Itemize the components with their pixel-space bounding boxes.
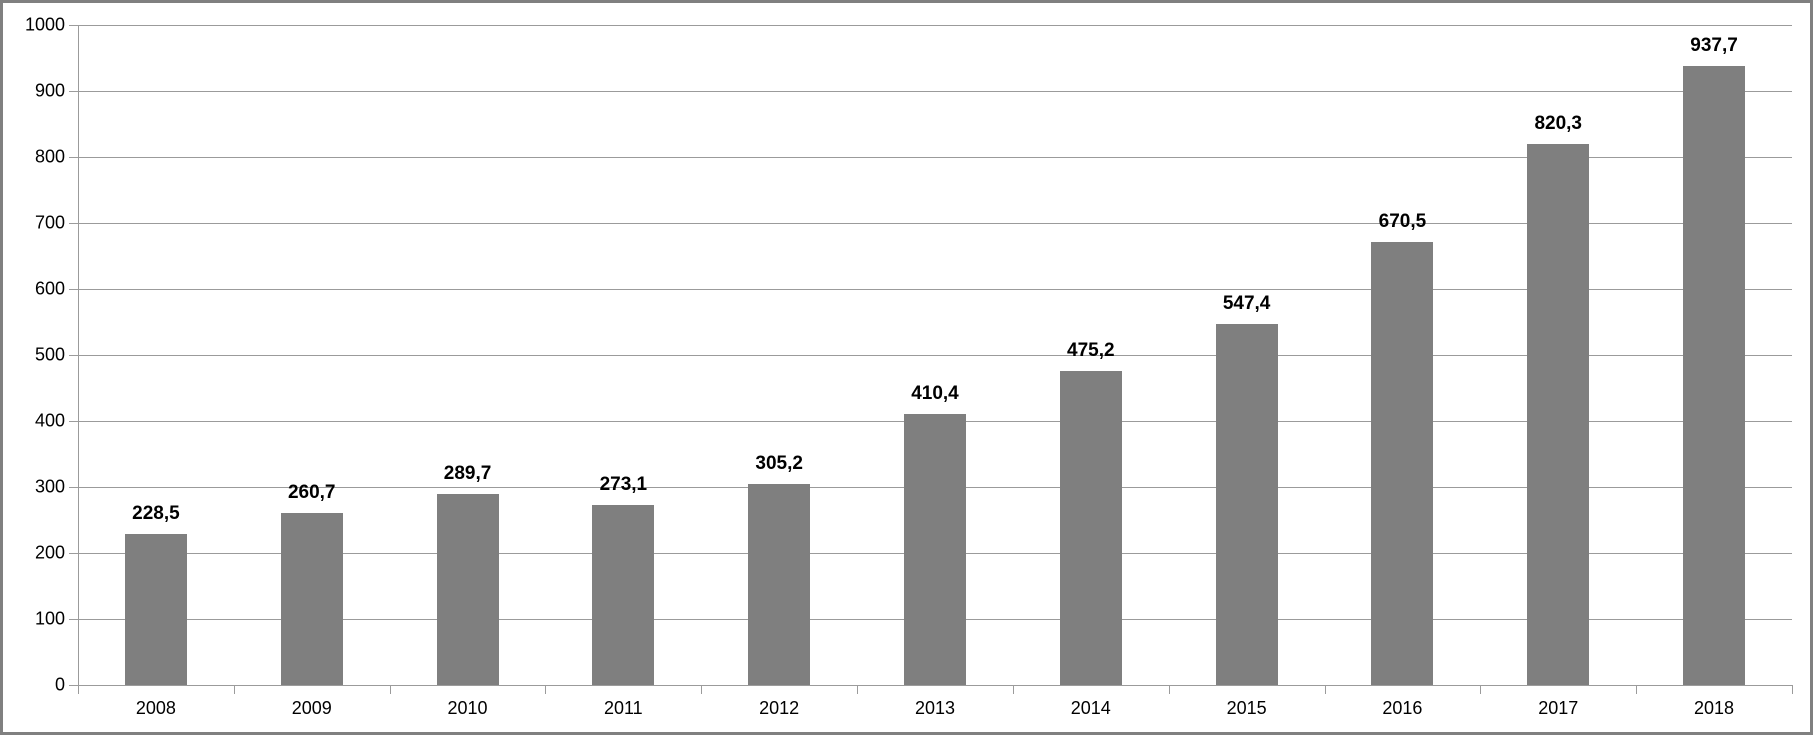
y-axis-label-0: 0 (54, 674, 65, 695)
y-axis-label-1000: 1000 (24, 14, 65, 35)
bar-slot-2008: 228,5 (78, 25, 234, 685)
bar-2012 (748, 483, 811, 685)
y-tick-400 (69, 421, 78, 422)
x-axis-label-2018: 2018 (1694, 698, 1735, 718)
bar-slot-2016: 670,5 (1325, 25, 1481, 685)
x-axis-label-2009: 2009 (291, 698, 332, 718)
gridline-500 (78, 355, 1792, 356)
bar-value-label-2018: 937,7 (1690, 35, 1738, 57)
x-tick-6 (1012, 685, 1014, 694)
y-axis-label-200: 200 (34, 542, 65, 563)
x-axis-label-2013: 2013 (914, 698, 955, 718)
bar-slot-2017: 820,3 (1480, 25, 1636, 685)
y-axis-labels: 0 100 200 300 400 500 600 700 800 900 1000 (3, 15, 65, 695)
bar-slot-2013: 410,4 (857, 25, 1013, 685)
y-axis-label-100: 100 (34, 608, 65, 629)
y-tick-800 (69, 157, 78, 158)
x-axis-label-2011: 2011 (603, 698, 643, 718)
x-tick-2 (389, 685, 391, 694)
x-axis-label-2017: 2017 (1538, 698, 1579, 718)
x-tick-9 (1480, 685, 1482, 694)
gridline-900 (78, 91, 1792, 92)
x-tick-4 (701, 685, 703, 694)
gridline-700 (78, 223, 1792, 224)
x-axis-label-2010: 2010 (447, 698, 488, 718)
bar-2014 (1059, 371, 1122, 685)
bar-value-label-2008: 228,5 (132, 503, 180, 525)
bar-slot-2012: 305,2 (701, 25, 857, 685)
x-axis-labels: 2008 2009 2010 2011 2012 2013 2014 2015 2016 2017… (78, 698, 1792, 719)
bar-value-label-2010: 289,7 (443, 462, 492, 484)
y-tick-0 (69, 685, 78, 686)
y-axis-line (78, 25, 79, 694)
bar-slot-2015: 547,4 (1169, 25, 1325, 685)
x-tick-10 (1636, 685, 1638, 694)
x-axis-label-2008: 2008 (135, 698, 176, 718)
bar-value-label-2013: 410,4 (911, 383, 959, 405)
bar-2016 (1371, 242, 1434, 685)
bar-2017 (1527, 143, 1590, 685)
y-tick-100 (69, 619, 78, 620)
bar-2010 (436, 493, 499, 685)
y-axis-label-900: 900 (34, 80, 65, 101)
y-axis-label-600: 600 (34, 278, 65, 299)
bar-value-label-2015: 547,4 (1222, 292, 1271, 314)
y-axis-label-400: 400 (34, 410, 65, 431)
bar-value-label-2017: 820,3 (1534, 112, 1582, 134)
bars-layer: 228,5 260,7 289,7 273,1 305,2 410,4 475,2 547,4… (78, 25, 1792, 685)
y-axis-label-300: 300 (34, 476, 65, 497)
gridline-600 (78, 289, 1792, 290)
bar-slot-2018: 937,7 (1636, 25, 1792, 685)
bar-slot-2011: 273,1 (545, 25, 701, 685)
y-tick-600 (69, 289, 78, 290)
x-axis-label-2016: 2016 (1382, 698, 1423, 718)
x-axis-label-2014: 2014 (1070, 698, 1111, 718)
x-axis-label-2012: 2012 (759, 698, 800, 718)
x-axis-label-2015: 2015 (1226, 698, 1267, 718)
gridline-800 (78, 157, 1792, 158)
x-tick-7 (1168, 685, 1170, 694)
x-tick-3 (545, 685, 547, 694)
bar-slot-2014: 475,2 (1013, 25, 1169, 685)
y-axis-label-800: 800 (34, 146, 65, 167)
bar-2013 (903, 414, 966, 685)
bar-slot-2010: 289,7 (390, 25, 546, 685)
x-tick-8 (1324, 685, 1326, 694)
bar-value-label-2012: 305,2 (755, 452, 803, 474)
bar-value-label-2009: 260,7 (287, 481, 336, 503)
bar-slot-2009: 260,7 (234, 25, 390, 685)
bar-value-label-2011: 273,1 (599, 473, 648, 495)
y-tick-900 (69, 91, 78, 92)
y-tick-300 (69, 487, 78, 488)
bar-value-label-2014: 475,2 (1067, 340, 1115, 362)
bar-2011 (592, 504, 655, 685)
x-tick-0 (78, 685, 79, 694)
y-tick-200 (69, 553, 78, 554)
bar-value-label-2016: 670,5 (1378, 211, 1427, 233)
bar-2018 (1683, 66, 1746, 685)
x-tick-5 (857, 685, 859, 694)
y-tick-700 (69, 223, 78, 224)
gridline-0 (78, 685, 1792, 686)
y-tick-500 (69, 355, 78, 356)
gridline-1000 (78, 25, 1792, 26)
bar-2015 (1215, 323, 1278, 685)
y-axis-label-500: 500 (34, 344, 65, 365)
bar-2008 (124, 534, 187, 685)
x-tick-1 (233, 685, 235, 694)
x-tick-11 (1792, 685, 1793, 694)
y-axis-label-700: 700 (34, 212, 65, 233)
y-tick-1000 (69, 25, 78, 26)
bar-2009 (280, 512, 343, 685)
